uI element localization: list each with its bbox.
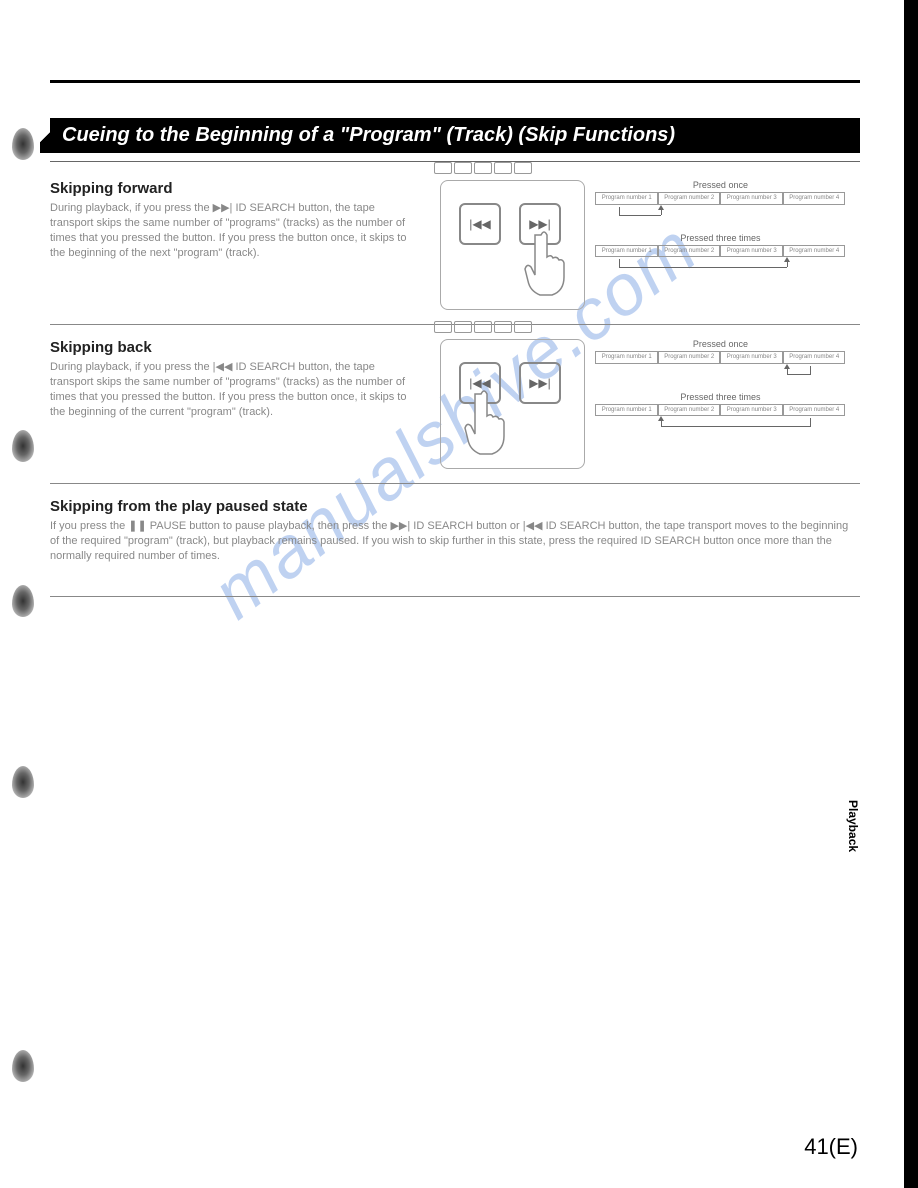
track-cell: Program number 2	[658, 245, 721, 258]
small-button	[494, 162, 512, 174]
track-cell: Program number 3	[720, 192, 783, 205]
diagram-forward: |◀◀ ▶▶| Pressed once Program number 1 Pr…	[440, 180, 860, 310]
diagram-back: |◀◀ ▶▶| Pressed once Program number 1 Pr…	[440, 339, 860, 469]
binding-hole	[12, 766, 34, 798]
body-paused: If you press the ❚❚ PAUSE button to paus…	[50, 519, 860, 564]
arrow-three	[595, 261, 845, 275]
track-cell: Program number 1	[595, 245, 658, 258]
section-skip-paused: Skipping from the play paused state If y…	[50, 498, 860, 578]
arrow-once	[595, 368, 845, 382]
track-cell: Program number 2	[658, 404, 721, 417]
track-cell: Program number 2	[658, 351, 721, 364]
small-button	[514, 162, 532, 174]
remote-panel: |◀◀ ▶▶|	[440, 180, 585, 310]
track-cell: Program number 4	[783, 351, 846, 364]
hand-icon	[459, 388, 509, 458]
label-pressed-once: Pressed once	[595, 180, 845, 190]
track-cell: Program number 2	[658, 192, 721, 205]
label-pressed-once: Pressed once	[595, 339, 845, 349]
body-back: During playback, if you press the |◀◀ ID…	[50, 360, 420, 419]
heading-forward: Skipping forward	[50, 180, 420, 197]
small-button	[454, 321, 472, 333]
arrow-three	[595, 420, 845, 434]
track-cell: Program number 1	[595, 404, 658, 417]
track-row: Program number 1 Program number 2 Progra…	[595, 404, 845, 417]
remote-top-row	[434, 321, 532, 333]
track-cell: Program number 4	[783, 192, 846, 205]
remote-top-row	[434, 162, 532, 174]
track-cell: Program number 3	[720, 404, 783, 417]
heading-back: Skipping back	[50, 339, 420, 356]
small-button	[494, 321, 512, 333]
scan-edge	[904, 0, 918, 1188]
small-button	[434, 321, 452, 333]
track-cell: Program number 1	[595, 192, 658, 205]
heading-paused: Skipping from the play paused state	[50, 498, 860, 515]
remote-panel: |◀◀ ▶▶|	[440, 339, 585, 469]
arrow-once	[595, 209, 845, 223]
small-button	[514, 321, 532, 333]
divider	[50, 596, 860, 597]
top-rule	[50, 80, 860, 83]
page-title: Cueing to the Beginning of a "Program" (…	[50, 118, 860, 153]
small-button	[474, 162, 492, 174]
binding-hole	[12, 585, 34, 617]
small-button	[474, 321, 492, 333]
small-button	[454, 162, 472, 174]
section-skip-forward: Skipping forward During playback, if you…	[50, 180, 860, 325]
small-button	[434, 162, 452, 174]
page-number: 41(E)	[804, 1134, 858, 1160]
page-title-text: Cueing to the Beginning of a "Program" (…	[62, 124, 675, 146]
hand-icon	[519, 229, 569, 299]
track-row: Program number 1 Program number 2 Progra…	[595, 245, 845, 258]
binding-hole	[12, 128, 34, 160]
rewind-button: |◀◀	[459, 203, 501, 245]
track-cell: Program number 4	[783, 245, 846, 258]
side-tab: Playback	[846, 800, 860, 852]
forward-button: ▶▶|	[519, 362, 561, 404]
section-skip-back: Skipping back During playback, if you pr…	[50, 339, 860, 484]
binding-hole	[12, 1050, 34, 1082]
track-row: Program number 1 Program number 2 Progra…	[595, 351, 845, 364]
label-pressed-three: Pressed three times	[595, 233, 845, 243]
label-pressed-three: Pressed three times	[595, 392, 845, 402]
track-row: Program number 1 Program number 2 Progra…	[595, 192, 845, 205]
track-cell: Program number 3	[720, 351, 783, 364]
track-cell: Program number 1	[595, 351, 658, 364]
binding-hole	[12, 430, 34, 462]
track-cell: Program number 4	[783, 404, 846, 417]
body-forward: During playback, if you press the ▶▶| ID…	[50, 201, 420, 260]
track-cell: Program number 3	[720, 245, 783, 258]
